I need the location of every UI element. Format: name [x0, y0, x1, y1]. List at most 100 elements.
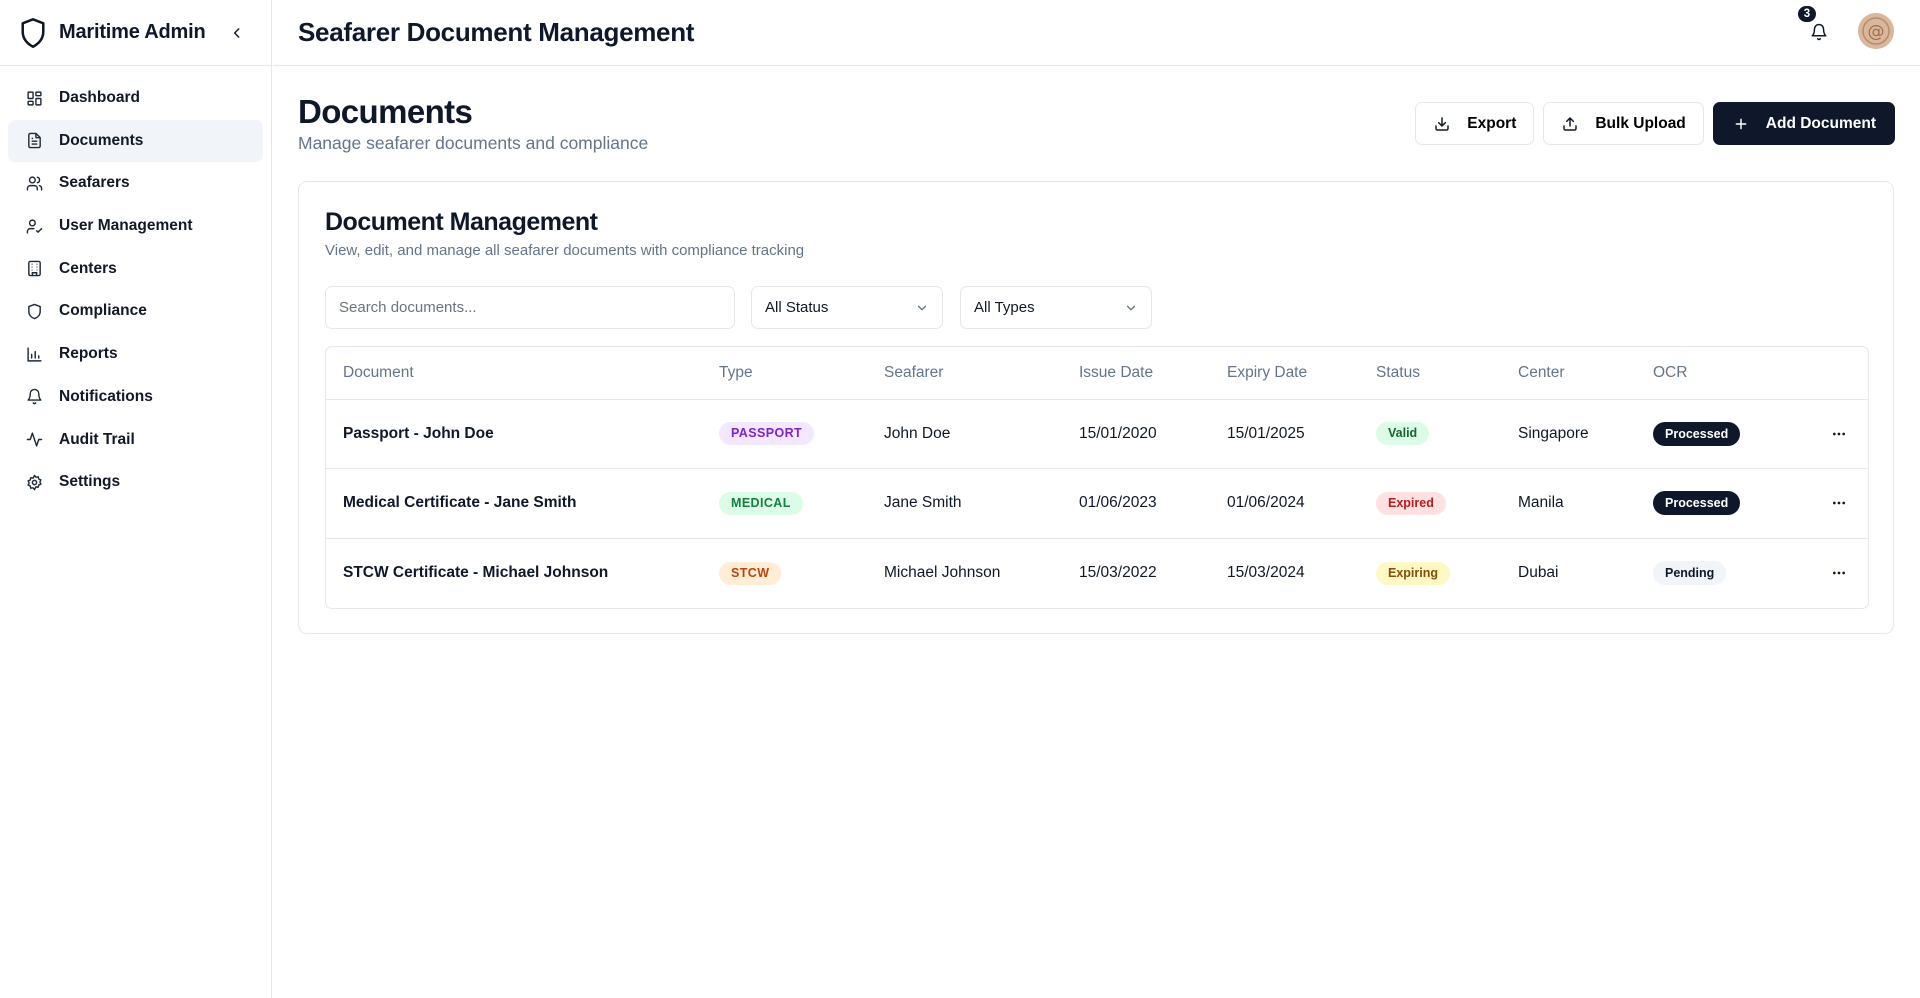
column-header-type[interactable]: Type [702, 347, 867, 400]
sidebar-item-seafarers[interactable]: Seafarers [8, 162, 263, 204]
ocr-cell: Pending [1636, 538, 1794, 608]
documents-table: Document Type Seafarer Issue Date Expiry… [325, 346, 1869, 609]
row-actions-button[interactable] [1825, 489, 1853, 517]
expiry-date: 15/03/2024 [1227, 564, 1305, 581]
type-filter-select[interactable]: All Types [960, 286, 1152, 329]
export-button[interactable]: Export [1415, 102, 1535, 145]
actions-cell [1794, 468, 1868, 539]
sidebar-item-label: Audit Trail [59, 430, 135, 448]
chevron-left-icon [233, 28, 240, 38]
column-header-status[interactable]: Status [1359, 347, 1501, 400]
table-row[interactable]: STCW Certificate - Michael Johnson STCW … [326, 538, 1868, 608]
page-subtitle: Manage seafarer documents and compliance [298, 133, 649, 153]
bulk-upload-button[interactable]: Bulk Upload [1543, 102, 1704, 145]
center-name: Manila [1501, 468, 1636, 539]
card-title: Document Management [325, 208, 598, 236]
document-name: Passport - John Doe [326, 399, 702, 469]
notification-count-badge: 3 [1796, 4, 1818, 24]
building-icon [25, 260, 43, 278]
notifications-button[interactable] [1806, 19, 1832, 45]
table-row[interactable]: Passport - John Doe PASSPORT John Doe 15… [326, 399, 1868, 469]
type-badge: STCW [719, 561, 782, 585]
seafarer-name: John Doe [867, 399, 1062, 469]
add-document-button[interactable]: Add Document [1712, 102, 1895, 145]
search-input[interactable] [325, 286, 735, 329]
plus-icon [1732, 115, 1750, 133]
actions-cell [1794, 399, 1868, 469]
more-horizontal-icon [1833, 501, 1845, 505]
column-header-center[interactable]: Center [1501, 347, 1636, 400]
column-header-expiry-date[interactable]: Expiry Date [1210, 347, 1359, 400]
chevron-down-icon [1126, 305, 1136, 310]
column-header-seafarer[interactable]: Seafarer [867, 347, 1062, 400]
page-actions: Export Bulk Upload Add Document [1415, 102, 1895, 145]
shield-logo-icon [18, 17, 48, 49]
sidebar-item-settings[interactable]: Settings [8, 461, 263, 503]
column-header-issue-date[interactable]: Issue Date [1062, 347, 1210, 400]
status-badge: Valid [1376, 422, 1430, 446]
user-avatar-icon: @ [1858, 13, 1894, 49]
status-badge: Expired [1376, 491, 1446, 515]
ocr-badge: Processed [1653, 491, 1741, 516]
sidebar-item-compliance[interactable]: Compliance [8, 290, 263, 332]
main-content: Documents Manage seafarer documents and … [273, 67, 1920, 998]
sidebar-item-label: Notifications [59, 387, 153, 405]
topbar: Seafarer Document Management 3 @ [273, 0, 1920, 66]
table-header-row: Document Type Seafarer Issue Date Expiry… [326, 347, 1868, 400]
actions-cell [1794, 538, 1868, 608]
collapse-sidebar-button[interactable] [225, 21, 249, 45]
more-horizontal-icon [1833, 432, 1845, 436]
column-header-document[interactable]: Document [326, 347, 702, 400]
issue-date: 15/03/2022 [1079, 564, 1157, 581]
row-actions-button[interactable] [1825, 559, 1853, 587]
ocr-cell: Processed [1636, 468, 1794, 539]
bulk-upload-label: Bulk Upload [1595, 114, 1686, 132]
document-icon [25, 132, 43, 150]
row-actions-button[interactable] [1825, 420, 1853, 448]
column-header-ocr[interactable]: OCR [1636, 347, 1794, 400]
status-filter-select[interactable]: All Status [751, 286, 943, 329]
type-badge: MEDICAL [719, 491, 803, 515]
sidebar-item-label: Dashboard [59, 89, 140, 106]
type-cell: MEDICAL [702, 468, 867, 539]
table-row[interactable]: Medical Certificate - Jane Smith MEDICAL… [326, 468, 1868, 539]
users-icon [25, 174, 43, 192]
sidebar-item-audit-trail[interactable]: Audit Trail [8, 419, 263, 461]
status-cell: Expired [1359, 468, 1501, 539]
avatar[interactable]: @ [1858, 13, 1894, 49]
center-name: Singapore [1501, 399, 1636, 469]
download-icon [1433, 115, 1451, 133]
document-name: STCW Certificate - Michael Johnson [343, 564, 609, 581]
bell-icon [25, 388, 43, 406]
document-name: Medical Certificate - Jane Smith [326, 468, 702, 539]
seafarer-name: Jane Smith [867, 468, 1062, 539]
user-check-icon [25, 217, 43, 235]
sidebar-item-user-management[interactable]: User Management [8, 205, 263, 247]
sidebar-item-centers[interactable]: Centers [8, 248, 263, 290]
sidebar-item-label: User Management [59, 217, 193, 235]
issue-date: 15/01/2020 [1062, 399, 1210, 469]
type-filter-value: All Types [974, 299, 1035, 316]
status-cell: Expiring [1359, 538, 1501, 608]
sidebar-item-reports[interactable]: Reports [8, 333, 263, 375]
app-name: Maritime Admin [59, 21, 206, 43]
expiry-date: 01/06/2024 [1210, 468, 1359, 539]
shield-icon [25, 302, 43, 320]
bar-chart-icon [25, 345, 43, 363]
column-header-actions [1794, 347, 1868, 400]
sidebar-item-label: Reports [59, 345, 118, 363]
sidebar-item-dashboard[interactable]: Dashboard [8, 77, 263, 119]
type-cell: PASSPORT [702, 399, 867, 469]
add-document-label: Add Document [1765, 114, 1876, 132]
document-management-card: Document Management View, edit, and mana… [298, 181, 1894, 634]
svg-text:@: @ [1868, 22, 1885, 42]
card-subtitle: View, edit, and manage all seafarer docu… [325, 242, 805, 259]
page-title: Documents [298, 93, 473, 130]
ocr-cell: Processed [1636, 399, 1794, 469]
ocr-badge: Processed [1653, 421, 1741, 446]
export-label: Export [1467, 114, 1517, 132]
chevron-down-icon [917, 305, 927, 310]
sidebar-item-documents[interactable]: Documents [8, 119, 263, 162]
sidebar-item-label: Seafarers [59, 174, 130, 192]
sidebar-item-notifications[interactable]: Notifications [8, 376, 263, 418]
